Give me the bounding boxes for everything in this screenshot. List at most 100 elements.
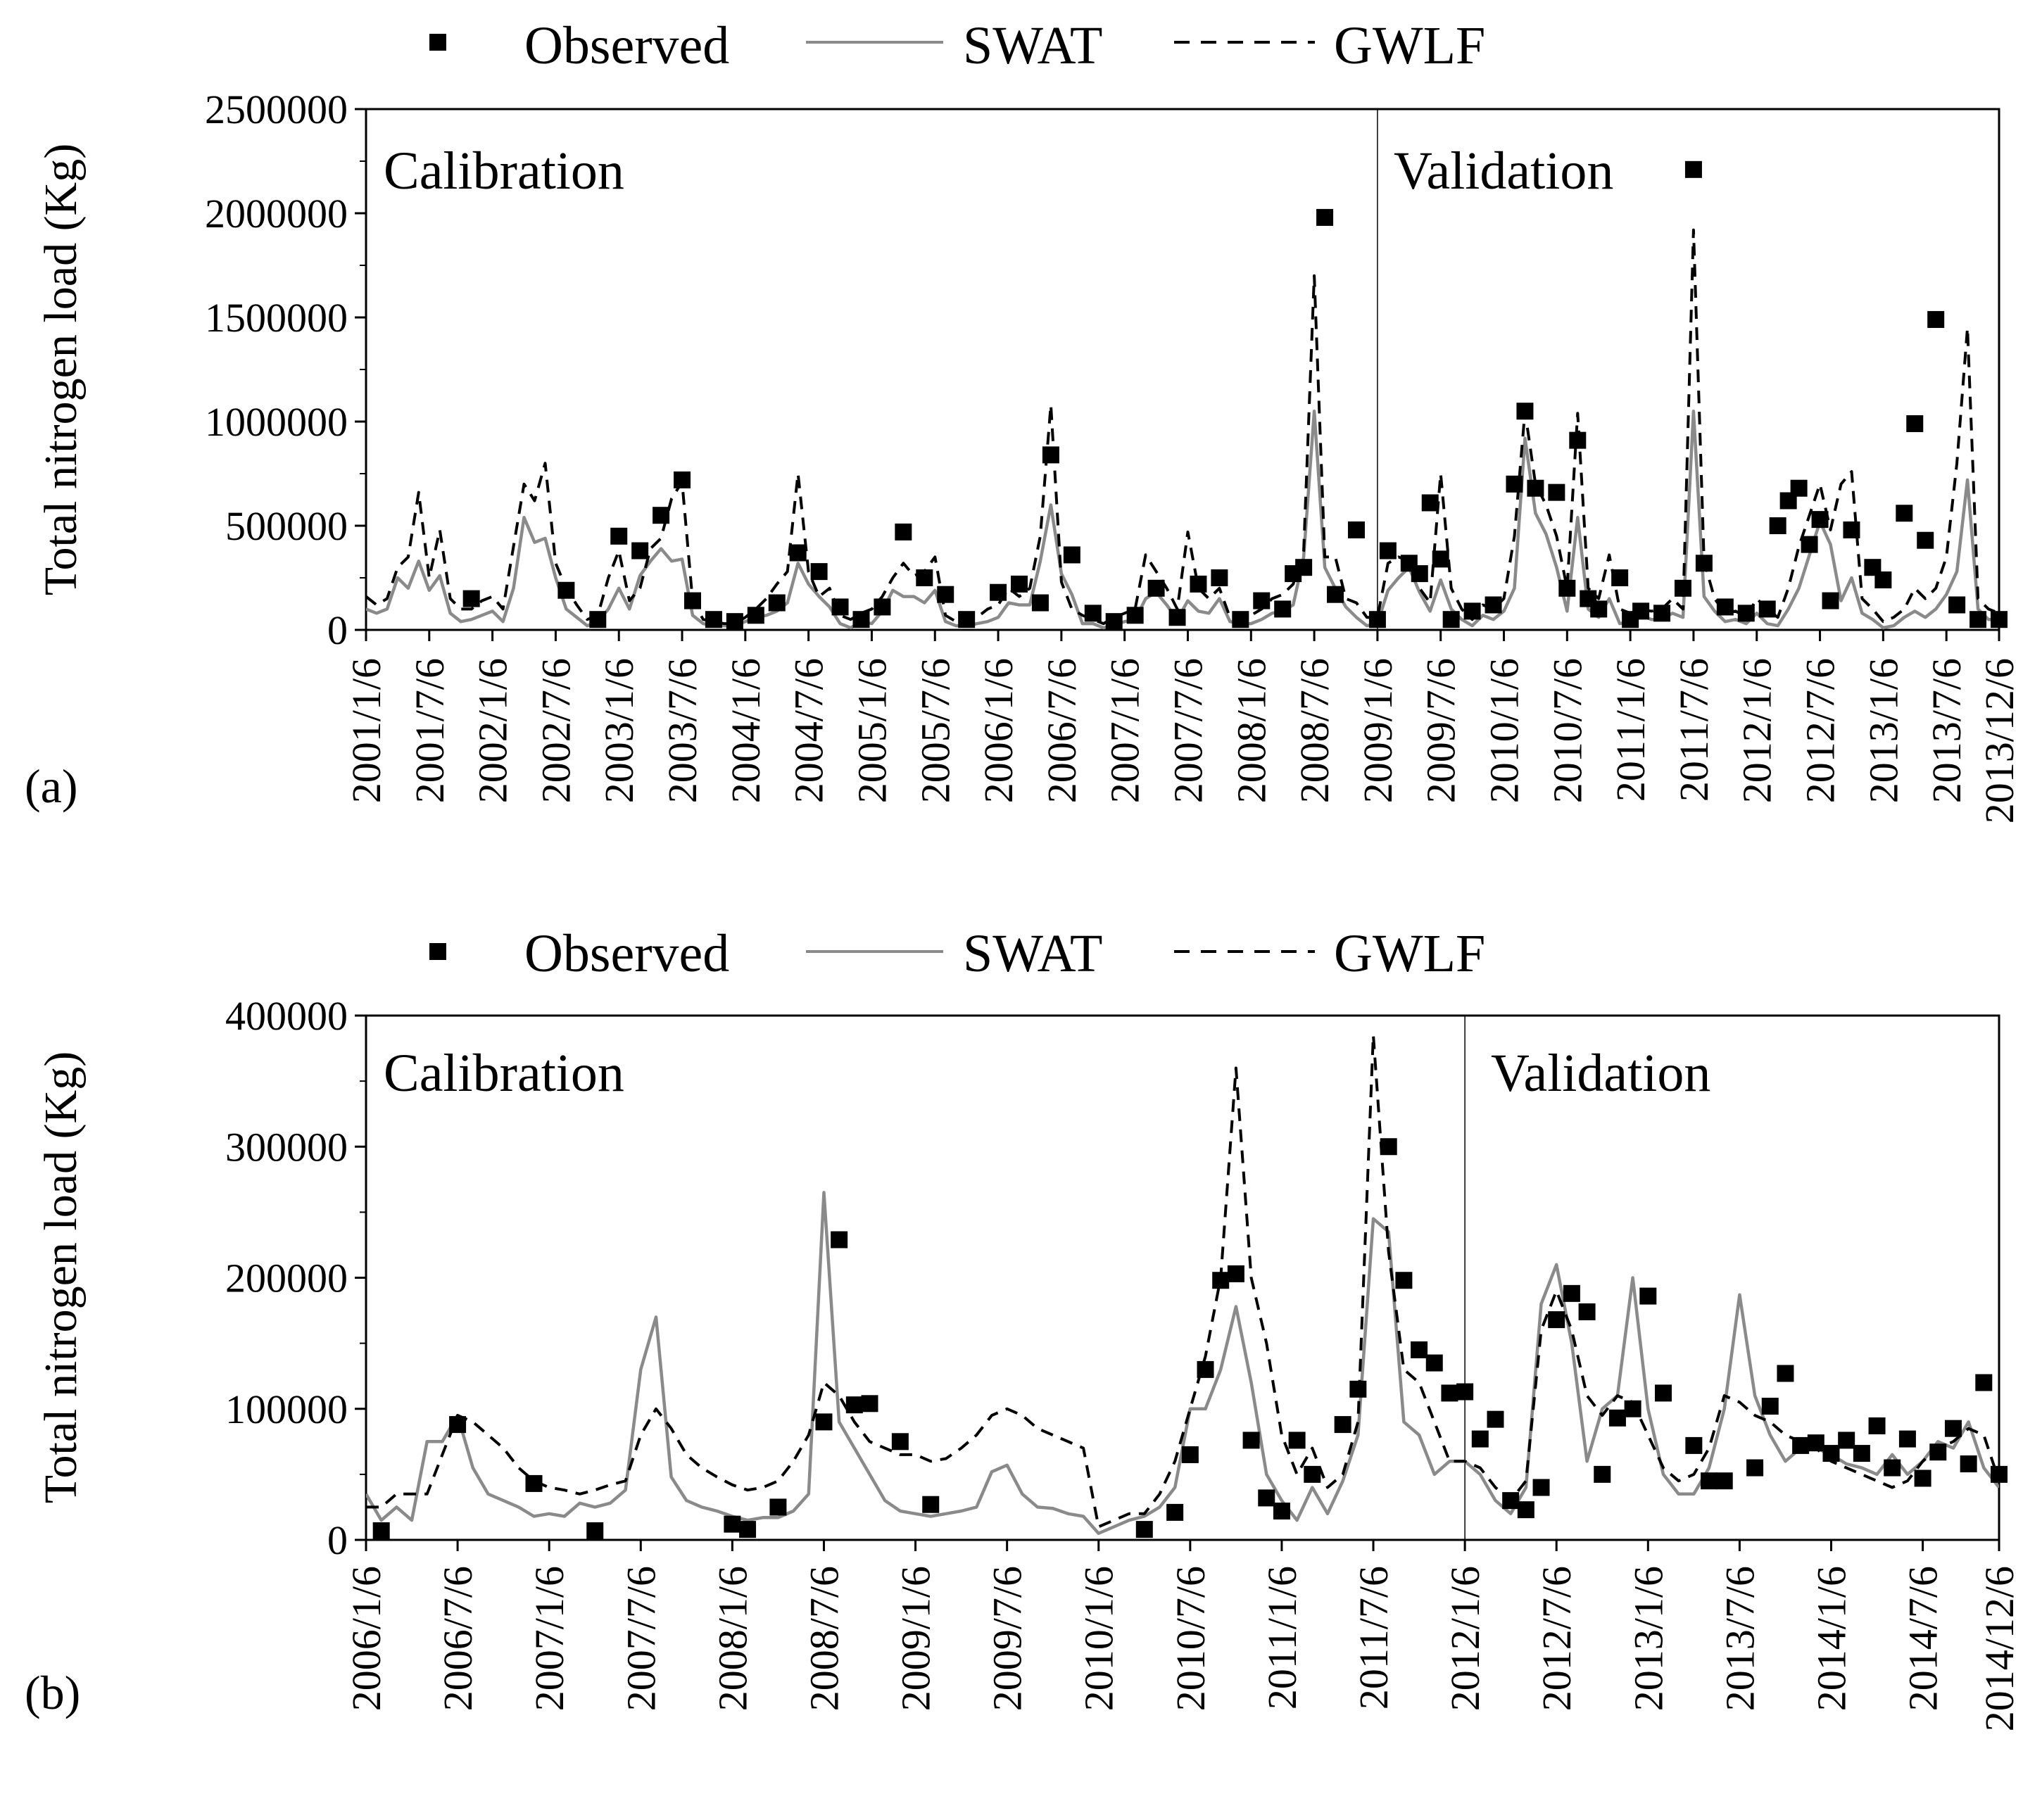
observed-point: [1868, 1417, 1886, 1434]
observed-point: [831, 598, 849, 616]
y-axis-label-b: Total nitrogen load (Kg): [35, 1051, 87, 1503]
validation-label-a: Validation: [1394, 141, 1613, 201]
observed-point: [747, 607, 764, 624]
observed-point: [1442, 611, 1460, 628]
observed-point: [1334, 1416, 1351, 1434]
observed-point: [1441, 1384, 1458, 1402]
x-tick-label: 2011/7/6: [1671, 658, 1717, 802]
y-tick-label: 1500000: [205, 295, 348, 341]
x-axis-b: 2006/1/6 2006/7/6 2007/1/6 2007/7/6 2008/1/6…: [344, 1540, 2022, 1731]
observed-point: [1608, 1409, 1626, 1427]
observed-point: [1991, 1465, 2008, 1483]
observed-point: [631, 542, 649, 560]
observed-point: [1212, 1272, 1230, 1289]
observed-point: [922, 1496, 940, 1513]
observed-point: [1395, 1272, 1413, 1289]
observed-point: [1716, 598, 1734, 616]
observed-point: [1042, 446, 1059, 464]
observed-point: [1874, 571, 1892, 588]
legend-swat-label: SWAT: [963, 924, 1102, 983]
observed-point: [958, 611, 976, 628]
observed-point: [1898, 1430, 1916, 1448]
observed-point: [1232, 611, 1249, 628]
x-tick-label: 2011/1/6: [1608, 658, 1653, 802]
observed-point: [1929, 1443, 1947, 1461]
observed-point: [1684, 160, 1702, 178]
observed-point: [1674, 579, 1691, 597]
observed-point: [1737, 605, 1755, 622]
observed-point: [1917, 531, 1934, 549]
observed-point: [1432, 550, 1449, 568]
x-tick-label: 2005/7/6: [912, 658, 958, 803]
observed-point: [1288, 1432, 1306, 1449]
observed-point: [1211, 569, 1228, 586]
x-tick-label: 2002/7/6: [533, 658, 579, 803]
observed-point: [1906, 415, 1924, 432]
observed-point: [684, 592, 701, 609]
observed-point: [1147, 579, 1165, 597]
observed-point: [557, 581, 575, 599]
observed-point: [1304, 1465, 1321, 1483]
x-tick-label: 2013/1/6: [1860, 658, 1906, 803]
observed-point: [1463, 602, 1481, 620]
observed-point: [1746, 1459, 1764, 1477]
x-tick-label: 2006/1/6: [976, 658, 1021, 803]
observed-point: [1517, 1501, 1534, 1519]
y-axis-a: 0 500000 1000000 1500000 2000000 2500000: [205, 87, 366, 653]
x-tick-label: 2013/7/6: [1924, 658, 1969, 803]
legend-swat-label: SWAT: [963, 16, 1102, 75]
observed-point: [1031, 594, 1049, 612]
observed-point: [1506, 475, 1523, 493]
observed-point: [1927, 310, 1945, 328]
observed-point: [990, 583, 1007, 601]
observed-point: [1838, 1432, 1855, 1449]
observed-point: [1190, 575, 1207, 593]
observed-point: [815, 1413, 833, 1431]
observed-point: [1242, 1432, 1260, 1449]
x-tick-label: 2012/7/6: [1534, 1566, 1580, 1711]
legend-observed-marker: [429, 943, 446, 960]
observed-point: [1327, 586, 1344, 603]
y-tick-label: 500000: [225, 503, 348, 549]
observed-point: [1611, 569, 1629, 586]
y-tick-label: 300000: [225, 1124, 348, 1170]
observed-point: [1532, 1479, 1550, 1496]
x-tick-label: 2010/1/6: [1482, 658, 1527, 803]
x-tick-label: 2006/1/6: [344, 1566, 389, 1711]
observed-point: [1695, 555, 1713, 572]
observed-point: [1011, 575, 1028, 593]
observed-point: [1295, 559, 1313, 576]
y-tick-label: 0: [327, 1517, 348, 1563]
x-tick-label: 2003/7/6: [660, 658, 705, 803]
observed-point: [1135, 1521, 1153, 1538]
observed-point: [891, 1433, 909, 1451]
observed-point: [1411, 1341, 1428, 1358]
y-tick-label: 2000000: [205, 191, 348, 236]
observed-point: [1258, 1489, 1275, 1507]
observed-point: [1166, 1503, 1184, 1521]
observed-point: [1975, 1374, 1993, 1391]
observed-point: [1368, 611, 1386, 628]
x-tick-label: 2011/1/6: [1259, 1566, 1305, 1710]
x-tick-label: 2013/7/6: [1717, 1566, 1763, 1711]
x-tick-label: 2003/1/6: [596, 658, 642, 803]
observed-point: [1456, 1383, 1474, 1401]
panel-label-a: (a): [25, 759, 77, 813]
legend-observed-marker: [429, 34, 446, 51]
observed-point: [1227, 1265, 1244, 1282]
observed-point: [1411, 565, 1428, 583]
observed-point: [1105, 613, 1123, 631]
observed-point: [1349, 1380, 1367, 1398]
x-tick-label: 2004/1/6: [723, 658, 769, 803]
x-tick-label: 2007/1/6: [527, 1566, 572, 1711]
series-a: [366, 228, 1999, 630]
observed-point: [1969, 611, 1987, 628]
x-tick-label: 2001/1/6: [344, 658, 389, 803]
observed-point: [1425, 1354, 1443, 1372]
observed-point: [1548, 1311, 1565, 1329]
observed-point: [895, 523, 912, 541]
legend-gwlf-label: GWLF: [1334, 924, 1485, 983]
observed-point: [1960, 1455, 1977, 1472]
observed-point: [586, 1522, 604, 1539]
